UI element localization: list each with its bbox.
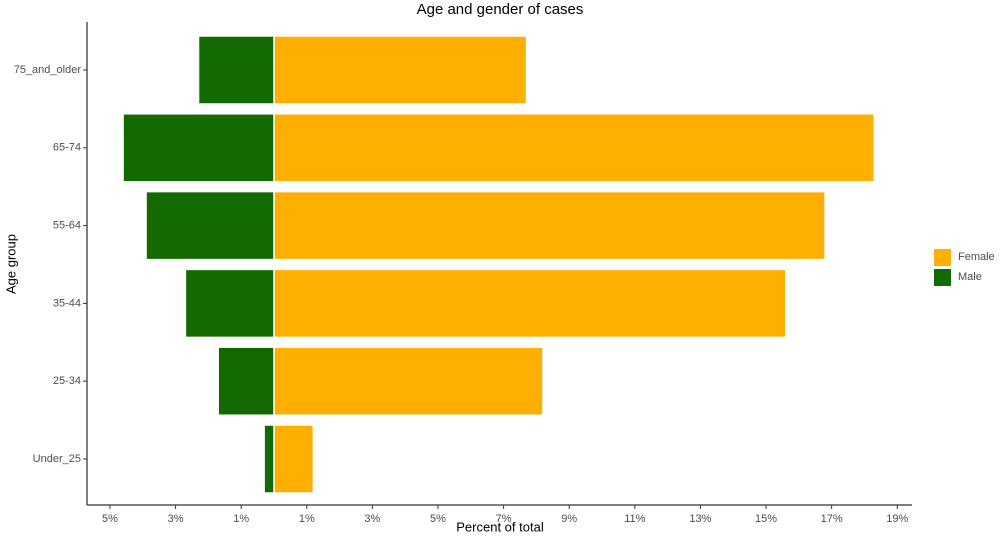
legend-swatch [934,269,951,286]
x-tick-label: 5% [430,513,446,525]
y-axis-label: Age group [3,234,18,294]
legend-swatch [934,249,951,266]
x-tick-label: 9% [561,513,577,525]
bar [122,113,275,183]
legend-label: Male [958,271,982,283]
bar [273,113,876,183]
y-tick-label: 75_and_older [14,64,82,76]
x-tick-label: 3% [364,513,380,525]
y-tick-label: 55-64 [53,220,81,232]
chart-title: Age and gender of cases [417,1,584,18]
bar [273,35,528,105]
y-tick-label: 65-74 [53,142,81,154]
x-tick-label: 15% [755,513,777,525]
bar [184,268,275,339]
y-tick-label: Under_25 [33,453,81,465]
x-tick-label: 19% [886,513,908,525]
x-tick-label: 17% [821,513,843,525]
x-tick-label: 1% [299,513,315,525]
x-tick-label: 1% [233,513,249,525]
bar [263,424,275,494]
bar [145,190,275,261]
bar [273,424,315,494]
bar [273,190,826,261]
x-tick-label: 13% [689,513,711,525]
x-tick-label: 7% [496,513,512,525]
bar [273,268,787,339]
x-axis-label: Percent of total [456,519,544,534]
x-tick-label: 5% [102,513,118,525]
legend-label: Female [958,251,995,263]
bar [217,346,275,416]
y-tick-label: 25-34 [53,375,81,387]
x-tick-label: 3% [168,513,184,525]
y-tick-label: 35-44 [53,297,81,309]
bar [197,35,275,105]
x-tick-label: 11% [624,513,645,525]
bar [273,346,544,416]
